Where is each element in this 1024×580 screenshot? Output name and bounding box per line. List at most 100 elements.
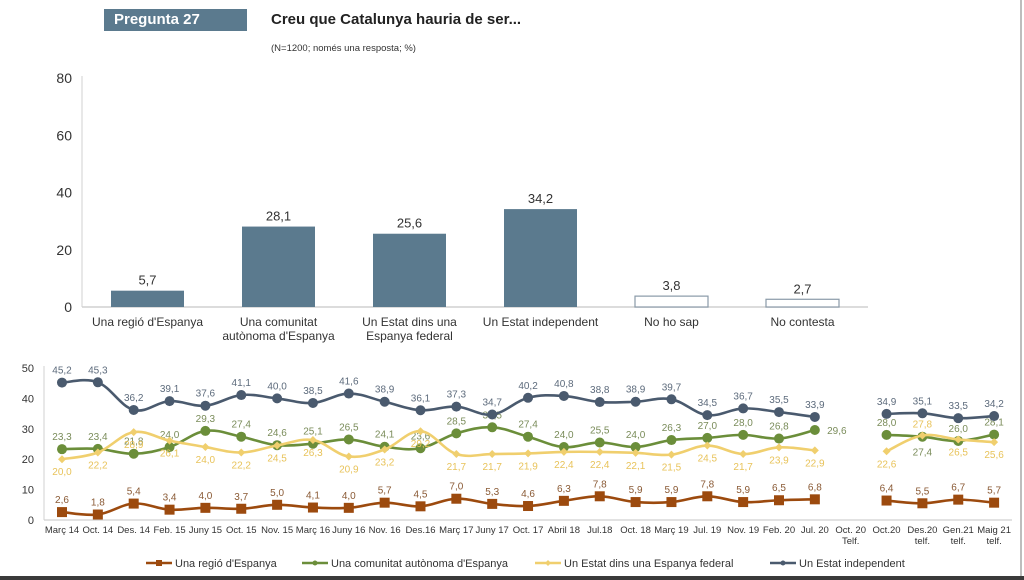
data-point-marker	[918, 431, 927, 440]
line-x-tick-label: telf.	[986, 536, 1001, 547]
line-x-tick-label: Oct. 18	[620, 525, 651, 536]
data-point-marker	[92, 509, 103, 520]
data-point-marker	[594, 437, 605, 448]
data-point-label: 26,8	[769, 422, 789, 433]
data-point-label: 36,1	[411, 393, 431, 404]
data-point-marker	[416, 427, 425, 436]
data-point-label: 3,7	[234, 492, 248, 503]
data-point-label: 21,7	[447, 462, 467, 473]
data-point-marker	[809, 411, 820, 422]
data-point-label: 28,1	[984, 418, 1004, 429]
bar-category-label: Un Estat independent	[483, 315, 599, 329]
data-point-marker	[595, 447, 604, 456]
question-badge: Pregunta 27	[104, 9, 247, 31]
bar-chart: 0 20 40 60 80 5,7 Una regió d'Espanya 28,1 Una c…	[56, 70, 868, 343]
data-point-marker	[308, 436, 317, 445]
line-y-tick-label: 10	[22, 485, 34, 497]
data-point-label: 5,5	[915, 486, 929, 497]
line-x-tick-label: Des. 14	[117, 525, 150, 536]
data-point-marker	[738, 403, 749, 414]
data-point-label: 36,7	[733, 391, 753, 402]
data-point-marker	[57, 507, 67, 518]
data-point-marker	[487, 422, 498, 433]
bar-y-tick-label: 20	[56, 242, 72, 258]
legend-marker	[156, 560, 162, 566]
data-point-label: 34,7	[482, 398, 502, 409]
data-point-marker	[594, 491, 605, 502]
line-x-tick-label: Oct. 17	[513, 525, 544, 536]
series-line-2	[885, 433, 995, 453]
line-x-tick-label: Des.16	[405, 525, 435, 536]
data-point-label: 4,0	[198, 491, 212, 502]
data-point-marker	[810, 446, 819, 455]
data-point-label: 24,1	[375, 430, 395, 441]
data-point-label: 24,0	[160, 430, 180, 441]
series-line-3	[61, 378, 816, 419]
data-point-marker	[558, 495, 569, 506]
data-point-marker	[630, 442, 641, 453]
data-point-marker	[343, 388, 354, 399]
line-y-tick-label: 40	[22, 393, 34, 405]
data-point-marker	[809, 494, 820, 505]
data-point-marker	[667, 450, 676, 459]
line-y-tick-label: 20	[22, 454, 34, 466]
data-point-marker	[128, 448, 139, 459]
data-point-label: 24,0	[196, 455, 216, 466]
data-point-marker	[523, 392, 534, 403]
data-point-marker	[343, 434, 354, 445]
data-point-marker	[236, 431, 247, 442]
bar-value-label: 34,2	[528, 191, 553, 206]
data-point-label: 1,8	[91, 498, 105, 509]
data-point-label: 34,5	[698, 398, 718, 409]
data-point-label: 37,6	[196, 389, 216, 400]
line-x-tick-label: Feb. 20	[763, 525, 795, 536]
data-point-marker	[738, 497, 749, 508]
data-point-label: 21,7	[482, 462, 502, 473]
data-point-marker	[523, 501, 534, 512]
data-point-label: 5,4	[127, 487, 141, 498]
data-point-label: 5,9	[629, 485, 643, 496]
data-point-marker	[164, 396, 175, 407]
data-point-label: 4,0	[342, 491, 356, 502]
data-point-label: 23,4	[88, 432, 108, 443]
bar-category-label: No contesta	[770, 315, 834, 329]
bar-value-label: 3,8	[662, 278, 680, 293]
data-point-label: 29,6	[827, 426, 847, 437]
line-x-tick-label: telf.	[951, 536, 966, 547]
bar	[242, 226, 315, 307]
data-point-marker	[881, 495, 892, 506]
line-x-tick-label: telf.	[915, 536, 930, 547]
series-line-3	[886, 411, 995, 420]
line-x-tick-label: Jul.18	[587, 525, 612, 536]
data-point-marker	[881, 408, 892, 419]
data-point-marker	[236, 390, 247, 401]
data-point-label: 24,0	[554, 430, 574, 441]
data-point-label: 24,0	[626, 430, 646, 441]
data-point-label: 22,2	[232, 461, 252, 472]
data-point-label: 33,9	[805, 400, 825, 411]
data-point-label: 5,3	[485, 487, 499, 498]
data-point-marker	[774, 407, 784, 418]
legend-label: Una comunitat autònoma d'Espanya	[331, 558, 509, 570]
data-point-marker	[128, 498, 139, 509]
data-point-label: 41,1	[232, 378, 252, 389]
data-point-label: 39,1	[160, 384, 180, 395]
bar-y-tick-label: 0	[64, 299, 72, 315]
data-point-label: 27,4	[518, 420, 538, 431]
bar-value-label: 25,6	[397, 216, 422, 231]
data-point-label: 39,7	[662, 382, 682, 393]
legend-label: Un Estat independent	[799, 558, 905, 570]
data-point-marker	[702, 410, 713, 421]
legend-marker	[545, 560, 551, 566]
bar	[111, 290, 184, 307]
data-point-label: 38,8	[590, 385, 610, 396]
data-point-marker	[739, 450, 748, 459]
line-x-tick-label: Maig 21	[977, 525, 1011, 536]
data-point-label: 21,5	[662, 463, 682, 474]
data-point-marker	[164, 442, 175, 453]
line-x-tick-label: Nov. 15	[261, 525, 293, 536]
data-point-marker	[57, 444, 67, 455]
line-x-tick-label: Març 16	[296, 525, 330, 536]
data-point-marker	[452, 450, 461, 459]
